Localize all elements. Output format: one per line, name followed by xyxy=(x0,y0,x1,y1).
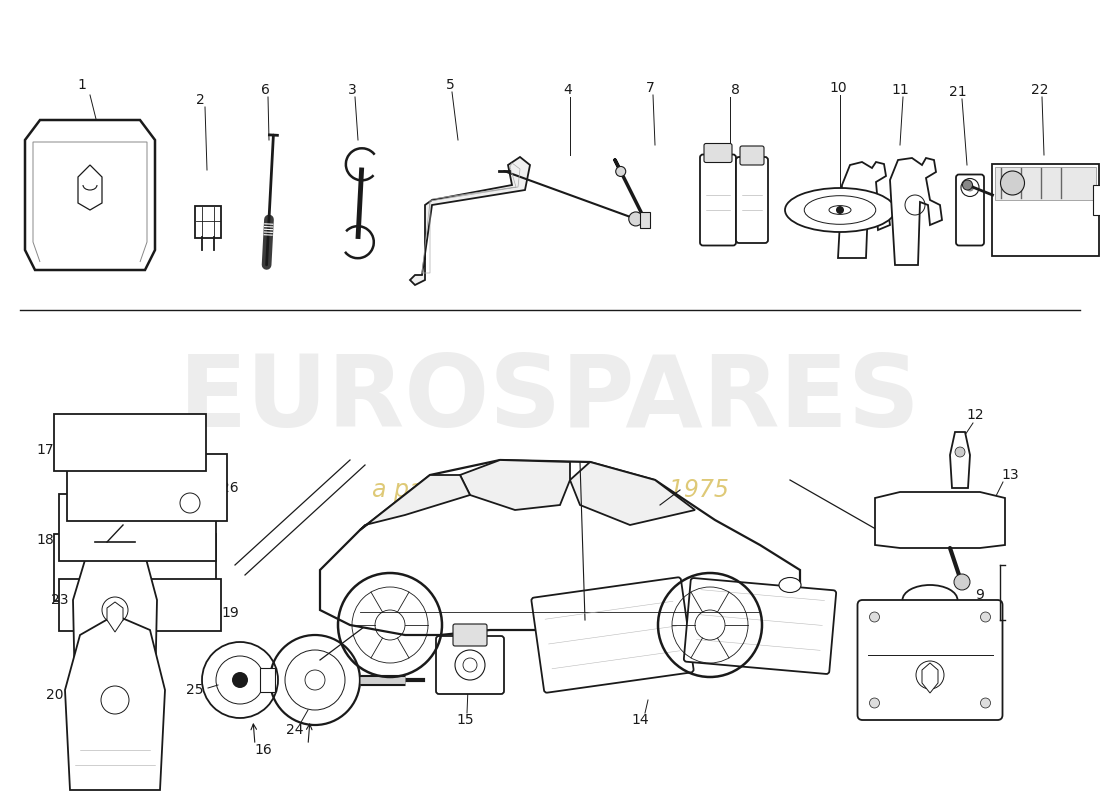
FancyBboxPatch shape xyxy=(436,636,504,694)
Text: a passion for parts since 1975: a passion for parts since 1975 xyxy=(372,478,728,502)
Text: 22: 22 xyxy=(1032,83,1048,97)
Polygon shape xyxy=(922,663,938,693)
Ellipse shape xyxy=(779,578,801,593)
FancyBboxPatch shape xyxy=(531,578,694,693)
Text: 5: 5 xyxy=(446,78,454,92)
Polygon shape xyxy=(460,460,570,510)
Text: 25: 25 xyxy=(186,683,204,697)
Text: 23: 23 xyxy=(52,593,68,607)
Text: 9: 9 xyxy=(976,588,984,602)
Circle shape xyxy=(232,672,248,688)
Circle shape xyxy=(962,180,972,190)
Circle shape xyxy=(1001,171,1024,195)
Circle shape xyxy=(954,574,970,590)
Circle shape xyxy=(966,183,974,191)
Polygon shape xyxy=(874,492,1005,548)
Circle shape xyxy=(869,612,880,622)
Text: 8: 8 xyxy=(730,83,739,97)
FancyBboxPatch shape xyxy=(684,578,836,674)
Text: 17: 17 xyxy=(36,443,54,457)
Bar xyxy=(1092,185,1100,215)
Ellipse shape xyxy=(785,188,895,232)
Circle shape xyxy=(869,698,880,708)
Text: 19: 19 xyxy=(221,606,239,620)
FancyBboxPatch shape xyxy=(956,174,984,246)
FancyBboxPatch shape xyxy=(700,154,736,246)
Text: 12: 12 xyxy=(966,408,983,422)
Text: 26: 26 xyxy=(221,481,239,495)
Text: 1: 1 xyxy=(78,78,87,92)
Text: 18: 18 xyxy=(36,533,54,547)
Circle shape xyxy=(629,212,642,226)
Polygon shape xyxy=(65,615,165,790)
Text: EUROSPARES: EUROSPARES xyxy=(179,351,921,449)
Text: 16: 16 xyxy=(254,743,272,757)
Circle shape xyxy=(836,206,844,214)
Polygon shape xyxy=(570,462,695,525)
Polygon shape xyxy=(73,540,157,695)
Bar xyxy=(994,167,1096,200)
Circle shape xyxy=(616,166,626,177)
Text: Murciélago: Murciélago xyxy=(78,526,124,534)
Text: 6: 6 xyxy=(261,83,270,97)
FancyBboxPatch shape xyxy=(54,414,206,471)
Text: 3: 3 xyxy=(348,83,356,97)
Polygon shape xyxy=(838,162,890,258)
Bar xyxy=(640,212,650,228)
Text: 20: 20 xyxy=(46,688,64,702)
Circle shape xyxy=(955,447,965,457)
FancyBboxPatch shape xyxy=(195,206,221,238)
Text: Warranty: Warranty xyxy=(68,438,110,447)
Text: 15: 15 xyxy=(456,713,474,727)
Text: 11: 11 xyxy=(891,83,909,97)
Polygon shape xyxy=(320,460,800,635)
Text: 14: 14 xyxy=(631,713,649,727)
FancyBboxPatch shape xyxy=(858,600,1002,720)
Text: Murciélago: Murciélago xyxy=(86,486,132,494)
Polygon shape xyxy=(107,602,123,632)
FancyBboxPatch shape xyxy=(59,494,216,561)
Polygon shape xyxy=(78,165,102,210)
Polygon shape xyxy=(950,432,970,488)
Text: 21: 21 xyxy=(949,85,967,99)
Polygon shape xyxy=(410,157,530,285)
FancyBboxPatch shape xyxy=(67,454,227,521)
FancyBboxPatch shape xyxy=(453,624,487,646)
Circle shape xyxy=(980,612,990,622)
Text: 13: 13 xyxy=(1001,468,1019,482)
Text: 7: 7 xyxy=(646,81,654,95)
FancyBboxPatch shape xyxy=(59,579,221,631)
Ellipse shape xyxy=(804,196,876,224)
Text: 2: 2 xyxy=(196,93,205,107)
FancyBboxPatch shape xyxy=(54,534,216,601)
Text: 10: 10 xyxy=(829,81,847,95)
Polygon shape xyxy=(25,120,155,270)
Text: 4: 4 xyxy=(563,83,572,97)
Polygon shape xyxy=(890,158,942,265)
FancyBboxPatch shape xyxy=(704,143,732,162)
Polygon shape xyxy=(360,475,470,530)
Text: 24: 24 xyxy=(286,723,304,737)
Bar xyxy=(260,668,275,692)
FancyBboxPatch shape xyxy=(740,146,764,165)
FancyBboxPatch shape xyxy=(991,164,1099,256)
FancyBboxPatch shape xyxy=(736,157,768,243)
Ellipse shape xyxy=(829,206,851,214)
Circle shape xyxy=(980,698,990,708)
